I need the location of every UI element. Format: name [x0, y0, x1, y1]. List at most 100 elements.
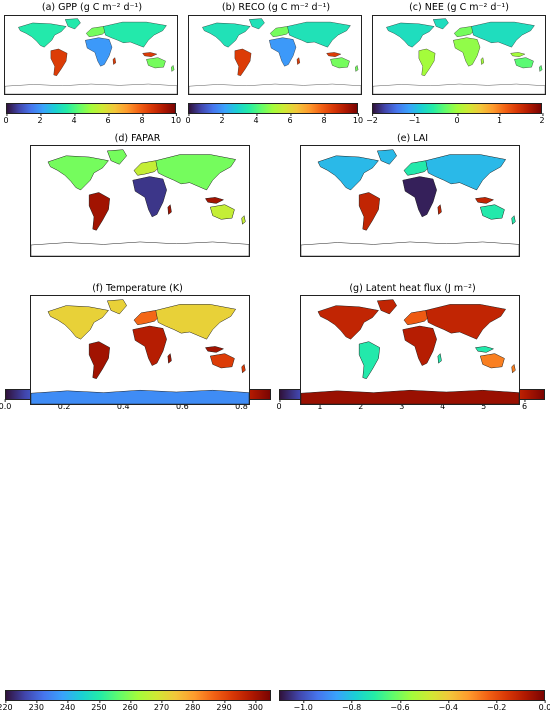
colorbar-ticks: −2 −1 0 1 2 [366, 113, 545, 128]
panel-title: (a) GPP (g C m⁻² d⁻¹) [41, 2, 143, 13]
colorbar-tick-label: 6 [287, 113, 293, 125]
land-indonesia [326, 52, 342, 57]
land-madagascar [167, 353, 172, 364]
map-temperature [30, 295, 250, 405]
land-north-america [386, 22, 435, 48]
colorbar-tick-label: 270 [153, 700, 170, 712]
colorbar-tick-label: 2 [219, 113, 225, 125]
colorbar-tick-label: 300 [247, 700, 263, 712]
land-asia [155, 304, 237, 340]
world-map-svg [31, 146, 249, 256]
land-africa [269, 37, 297, 67]
map-nee [372, 15, 546, 95]
colorbar-tick-label: 240 [59, 700, 76, 712]
land-madagascar [437, 353, 442, 364]
land-greenland [376, 299, 397, 315]
panel-fapar: (d) FAPAR 0.0 0.2 0.4 0.6 0.8 [0, 133, 275, 411]
world-map-svg [373, 16, 545, 94]
land-africa [402, 176, 437, 218]
colorbar-tick-label: 6 [521, 399, 528, 411]
land-antarctica [189, 83, 361, 94]
colorbar-tick-label: 0 [185, 113, 191, 125]
land-south-america [88, 341, 110, 380]
colorbar-reco [188, 103, 358, 114]
land-asia [103, 21, 167, 48]
panel-title: (e) LAI [396, 133, 429, 144]
panel-title: (d) FAPAR [114, 133, 161, 144]
colorbar-tick-label: −1.0 [293, 700, 313, 712]
colorbar-tick-label: 230 [28, 700, 44, 712]
colorbar-tick-label: 8 [139, 113, 145, 125]
land-south-america [234, 48, 252, 77]
land-asia [425, 154, 507, 191]
colorbar-tick-label: 0.0 [538, 700, 550, 712]
land-asia [471, 21, 535, 48]
world-map-svg [301, 296, 519, 404]
colorbar-tick-label: −0.6 [390, 700, 410, 712]
land-madagascar [112, 57, 117, 65]
land-australia [479, 204, 505, 220]
colorbar-tick-label: −0.8 [341, 700, 362, 712]
panel-latent-heat: (g) Latent heat flux (J m⁻²) −1.0 −0.8 −0.… [275, 283, 550, 712]
panel-title: (b) RECO (g C m⁻² d⁻¹) [221, 2, 331, 13]
land-antarctica [5, 83, 177, 94]
colorbar-nee [372, 103, 542, 114]
land-asia [287, 21, 351, 48]
colorbar-latent-heat [279, 690, 545, 701]
world-map-svg [301, 146, 519, 256]
land-greenland [64, 18, 81, 30]
map-lai [300, 145, 520, 257]
land-new-zealand [511, 363, 516, 374]
land-new-zealand [511, 215, 516, 225]
land-africa [132, 176, 167, 218]
colorbar-ticks: 220 230 240 250 260 270 280 290 300 [0, 700, 271, 715]
colorbar-tick-label: 250 [91, 700, 107, 712]
colorbar-tick-label: 260 [122, 700, 138, 712]
colorbar-gpp [6, 103, 176, 114]
land-greenland [106, 149, 127, 165]
colorbar-tick-label: 6 [105, 113, 111, 125]
land-north-america [317, 155, 379, 191]
colorbar-tick-label: −1 [408, 113, 421, 125]
land-south-america [358, 192, 380, 231]
land-antarctica [301, 241, 519, 256]
map-latent-heat [300, 295, 520, 405]
land-africa [453, 37, 481, 67]
colorbar-tick-label: 0 [276, 399, 282, 411]
land-indonesia [204, 346, 225, 353]
colorbar-tick-label: 10 [352, 113, 364, 125]
land-indonesia [474, 346, 495, 353]
land-new-zealand [355, 65, 359, 72]
land-greenland [432, 18, 449, 30]
colorbar-tick-label: −0.4 [438, 700, 458, 712]
land-new-zealand [241, 363, 246, 374]
land-greenland [106, 299, 127, 315]
land-new-zealand [241, 215, 246, 225]
land-north-america [18, 22, 67, 48]
land-new-zealand [539, 65, 543, 72]
colorbar-tick-label: 2 [37, 113, 43, 125]
panel-title: (f) Temperature (K) [92, 283, 183, 294]
land-australia [479, 353, 505, 369]
land-indonesia [142, 52, 158, 57]
colorbar-tick-label: 280 [185, 700, 201, 712]
land-north-america [47, 155, 109, 191]
land-antarctica [31, 241, 249, 256]
land-africa [402, 325, 437, 366]
land-south-america [418, 48, 436, 77]
land-indonesia [474, 197, 495, 204]
land-south-america [88, 192, 110, 231]
colorbar-tick-label: −0.2 [486, 700, 507, 712]
land-australia [209, 204, 235, 220]
colorbar-tick-label: 2 [539, 113, 545, 125]
colorbar-tick-label: 1 [496, 113, 503, 125]
land-australia [514, 57, 534, 69]
land-africa [132, 325, 167, 366]
land-antarctica [301, 389, 519, 404]
panel-nee: (c) NEE (g C m⁻² d⁻¹) −2 −1 0 1 2 [366, 0, 550, 132]
colorbar-tick-label: 0 [454, 113, 460, 125]
land-antarctica [31, 389, 249, 404]
land-indonesia [510, 52, 526, 57]
land-north-america [47, 305, 109, 340]
